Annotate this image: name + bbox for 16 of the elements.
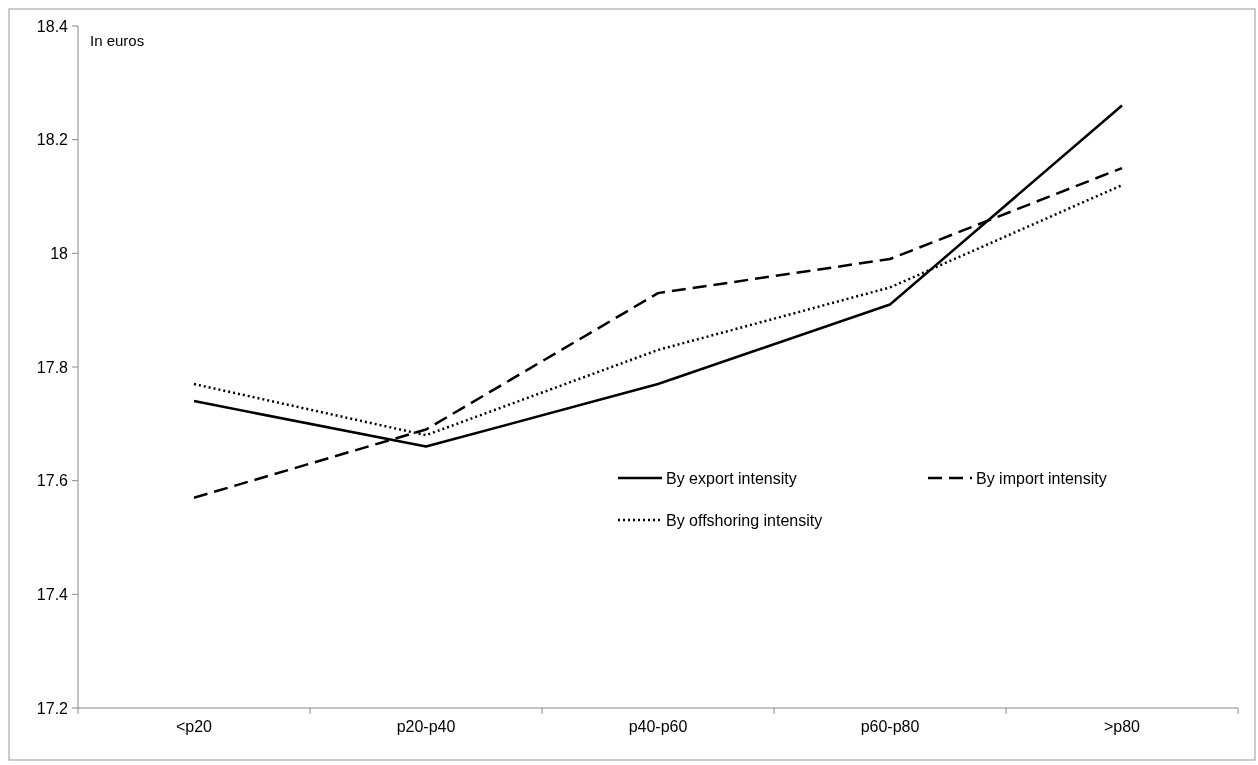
x-tick-label: <p20 xyxy=(175,718,213,735)
legend-label: By export intensity xyxy=(666,469,797,487)
y-tick-label: 18.2 xyxy=(36,131,69,149)
y-tick-label: 17.8 xyxy=(36,358,69,376)
legend-label: By offshoring intensity xyxy=(666,511,823,529)
legend-label: By import intensity xyxy=(976,469,1107,487)
x-tick-label: p40-p60 xyxy=(628,718,688,735)
x-tick-label: p20-p40 xyxy=(396,718,456,735)
x-tick-label: >p80 xyxy=(1103,718,1141,735)
y-tick-label: 18 xyxy=(50,244,69,262)
annotation: In euros xyxy=(90,32,145,49)
y-tick-label: 17.6 xyxy=(36,472,69,490)
y-tick-label: 17.2 xyxy=(36,699,69,717)
y-tick-label: 18.4 xyxy=(36,17,69,35)
x-tick-label: p60-p80 xyxy=(860,718,920,735)
y-tick-label: 17.4 xyxy=(36,585,69,603)
